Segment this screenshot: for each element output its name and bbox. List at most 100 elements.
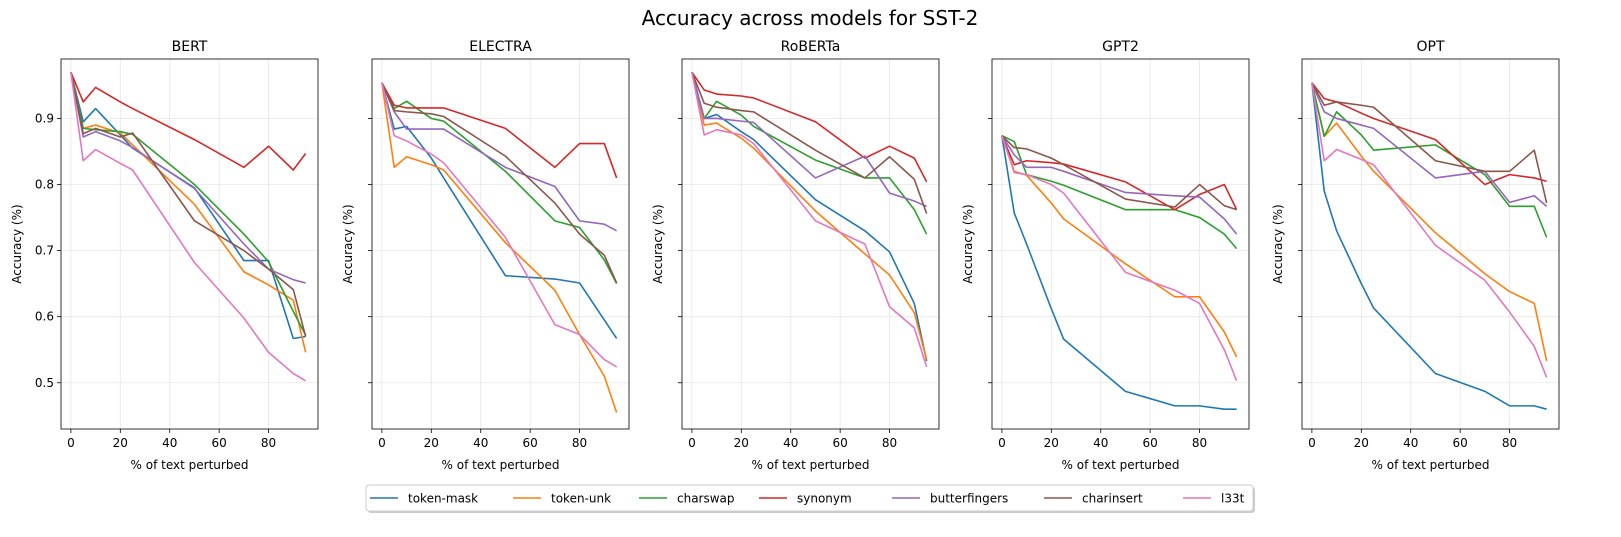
series-line-butterfingers <box>1311 82 1548 207</box>
x-tick-label: 20 <box>1044 436 1059 450</box>
legend-label-charswap: charswap <box>677 492 735 506</box>
legend-label-token-unk: token-unk <box>551 492 611 506</box>
x-tick-label: 0 <box>998 436 1006 450</box>
x-tick-label: 80 <box>1502 436 1517 450</box>
x-tick-label: 0 <box>688 436 696 450</box>
axes-frame <box>60 58 319 430</box>
series-line-l33t <box>1311 82 1548 378</box>
y-tick-label: 0.5 <box>35 376 54 390</box>
axes-frame <box>681 58 940 430</box>
legend-label-synonym: synonym <box>797 492 852 506</box>
x-tick-label: 60 <box>833 436 848 450</box>
series-line-l33t <box>381 82 618 368</box>
legend-label-l33t: l33t <box>1221 492 1245 506</box>
x-tick-label: 20 <box>424 436 439 450</box>
series-line-butterfingers <box>381 82 618 232</box>
series-line-butterfingers <box>70 72 306 284</box>
panel-title: RoBERTa <box>781 39 841 55</box>
series-line-charinsert <box>381 82 618 284</box>
x-tick-label: 40 <box>162 436 177 450</box>
x-tick-label: 80 <box>261 436 276 450</box>
axes-frame <box>371 58 630 430</box>
series-line-token-mask <box>70 72 306 340</box>
panel-title: BERT <box>172 39 208 55</box>
chart-panels: 0 20 40 60 80 0.5 0.6 0.7 0.8 0.9 BERT % of text pe… <box>10 39 1560 472</box>
series-line-token-mask <box>691 72 928 362</box>
series-line-synonym <box>381 82 618 179</box>
series-line-charswap <box>70 72 307 336</box>
y-axis-label: Accuracy (%) <box>1271 204 1285 283</box>
legend-label-token-mask: token-mask <box>408 492 478 506</box>
axes-frame <box>1301 58 1560 430</box>
series-line-token-mask <box>381 82 618 339</box>
x-tick-label: 20 <box>734 436 749 450</box>
x-tick-label: 40 <box>783 436 798 450</box>
x-tick-label: 40 <box>473 436 488 450</box>
y-axis-label: Accuracy (%) <box>651 204 665 283</box>
x-tick-label: 20 <box>1354 436 1369 450</box>
chart-panel-gpt2: 0 20 40 60 80 GPT2 % of text perturbed Accuracy… <box>961 39 1250 472</box>
series-line-synonym <box>691 71 928 183</box>
series-line-token-unk <box>381 82 618 413</box>
series-line-synonym <box>1001 135 1238 211</box>
x-tick-label: 80 <box>572 436 587 450</box>
axes-frame <box>991 58 1250 430</box>
series-line-butterfingers <box>691 72 927 208</box>
series-line-l33t <box>70 72 307 382</box>
series-line-token-mask <box>1311 82 1547 410</box>
legend-label-butterfingers: butterfingers <box>930 492 1008 506</box>
x-tick-label: 80 <box>1192 436 1207 450</box>
chart-panel-bert: 0 20 40 60 80 0.5 0.6 0.7 0.8 0.9 BERT % of text pe… <box>10 39 319 472</box>
figure-title: Accuracy across models for SST-2 <box>642 6 979 30</box>
series-line-synonym <box>1311 82 1547 186</box>
series-line-l33t <box>1001 135 1238 382</box>
series-line-token-unk <box>1001 135 1238 358</box>
x-tick-label: 40 <box>1403 436 1418 450</box>
series-line-charinsert <box>70 72 307 337</box>
x-tick-label: 60 <box>1143 436 1158 450</box>
y-axis-label: Accuracy (%) <box>961 204 975 283</box>
legend-box <box>365 484 1254 512</box>
series-line-charinsert <box>1311 82 1548 204</box>
x-tick-label: 60 <box>523 436 538 450</box>
x-tick-label: 20 <box>113 436 128 450</box>
series-line-token-unk <box>1311 82 1548 362</box>
x-tick-label: 40 <box>1093 436 1108 450</box>
x-axis-label: % of text perturbed <box>442 458 560 472</box>
series-line-charswap <box>1311 82 1548 238</box>
x-tick-label: 0 <box>378 436 386 450</box>
series-line-token-unk <box>70 72 307 353</box>
series-line-token-unk <box>691 72 928 360</box>
chart-panel-electra: 0 20 40 60 80 ELECTRA % of text perturbed Accur… <box>341 39 630 472</box>
series-line-charinsert <box>1001 135 1237 211</box>
panel-title: GPT2 <box>1102 39 1139 55</box>
x-tick-label: 60 <box>1453 436 1468 450</box>
x-tick-label: 80 <box>882 436 897 450</box>
panel-title: ELECTRA <box>469 39 532 55</box>
y-tick-label: 0.7 <box>35 244 54 258</box>
series-line-charinsert <box>691 71 928 214</box>
y-axis-label: Accuracy (%) <box>10 204 24 283</box>
series-line-charswap <box>1001 134 1238 250</box>
x-axis-label: % of text perturbed <box>131 458 249 472</box>
series-line-l33t <box>691 72 928 368</box>
x-tick-label: 0 <box>67 436 75 450</box>
legend-label-charinsert: charinsert <box>1082 492 1143 506</box>
y-tick-label: 0.8 <box>35 178 54 192</box>
x-tick-label: 0 <box>1308 436 1316 450</box>
x-axis-label: % of text perturbed <box>752 458 870 472</box>
x-axis-label: % of text perturbed <box>1372 458 1490 472</box>
chart-panel-opt: 0 20 40 60 80 OPT % of text perturbed Accuracy … <box>1271 39 1560 472</box>
chart-panel-roberta: 0 20 40 60 80 RoBERTa % of text perturbed Accur… <box>651 39 940 472</box>
x-axis-label: % of text perturbed <box>1062 458 1180 472</box>
y-tick-label: 0.9 <box>35 111 54 125</box>
y-tick-label: 0.6 <box>35 310 54 324</box>
y-axis-label: Accuracy (%) <box>341 204 355 283</box>
x-tick-label: 60 <box>212 436 227 450</box>
series-line-charswap <box>691 72 928 235</box>
series-line-synonym <box>70 71 307 171</box>
legend: token-mask token-unk charswap synonym butter… <box>365 484 1255 513</box>
panel-title: OPT <box>1416 39 1444 55</box>
series-line-token-mask <box>1001 135 1237 410</box>
